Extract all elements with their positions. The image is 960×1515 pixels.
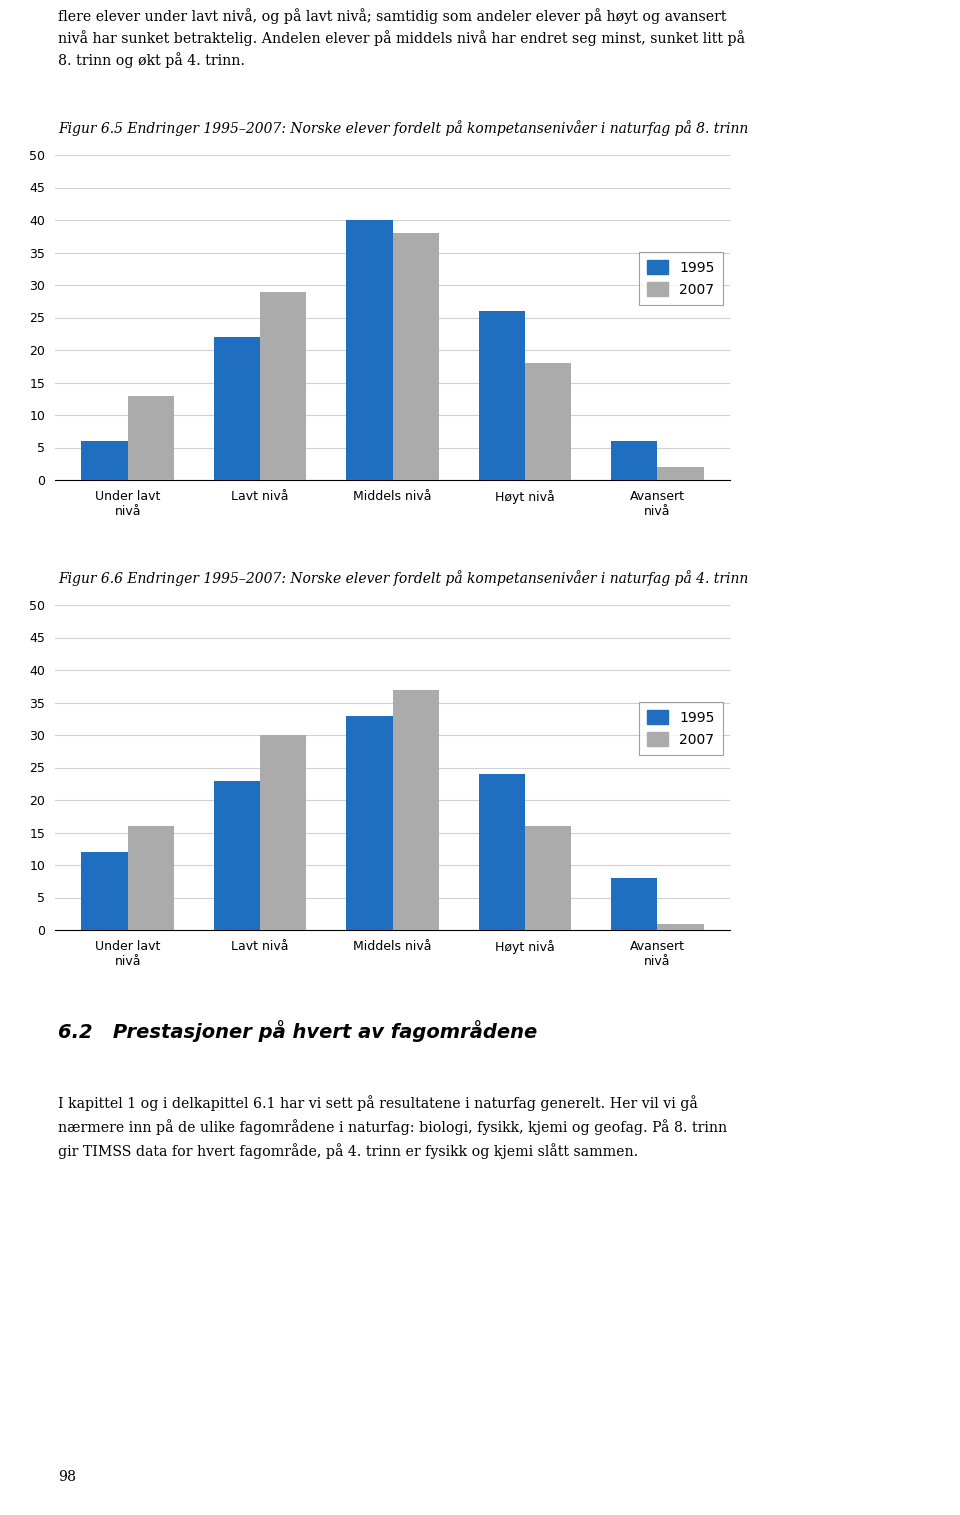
Text: 8. trinn og økt på 4. trinn.: 8. trinn og økt på 4. trinn. [58, 52, 245, 68]
Bar [347, 715, 393, 930]
Bar [260, 291, 306, 480]
Bar [260, 735, 306, 930]
Bar [478, 311, 525, 480]
Legend: 1995, 2007: 1995, 2007 [639, 701, 723, 754]
Text: 98: 98 [58, 1470, 76, 1485]
Bar [525, 364, 571, 480]
Text: Figur 6.5 Endringer 1995–2007: Norske elever fordelt på kompetansenivåer i natur: Figur 6.5 Endringer 1995–2007: Norske el… [58, 120, 748, 136]
Bar [82, 441, 128, 480]
Bar [347, 220, 393, 480]
Bar [478, 774, 525, 930]
Bar [611, 879, 658, 930]
Bar [82, 851, 128, 930]
Text: nærmere inn på de ulike fagområdene i naturfag: biologi, fysikk, kjemi og geofag: nærmere inn på de ulike fagområdene i na… [58, 1120, 727, 1135]
Bar [128, 826, 174, 930]
Bar [658, 467, 704, 480]
Legend: 1995, 2007: 1995, 2007 [639, 251, 723, 305]
Bar [611, 441, 658, 480]
Text: gir TIMSS data for hvert fagområde, på 4. trinn er fysikk og kjemi slått sammen.: gir TIMSS data for hvert fagområde, på 4… [58, 1142, 638, 1159]
Bar [214, 336, 260, 480]
Bar [393, 689, 439, 930]
Text: I kapittel 1 og i delkapittel 6.1 har vi sett på resultatene i naturfag generelt: I kapittel 1 og i delkapittel 6.1 har vi… [58, 1095, 698, 1110]
Bar [525, 826, 571, 930]
Bar [214, 780, 260, 930]
Bar [128, 395, 174, 480]
Text: Figur 6.6 Endringer 1995–2007: Norske elever fordelt på kompetansenivåer i natur: Figur 6.6 Endringer 1995–2007: Norske el… [58, 570, 748, 586]
Bar [658, 924, 704, 930]
Text: flere elever under lavt nivå, og på lavt nivå; samtidig som andeler elever på hø: flere elever under lavt nivå, og på lavt… [58, 8, 727, 24]
Bar [393, 233, 439, 480]
Text: 6.2   Prestasjoner på hvert av fagområdene: 6.2 Prestasjoner på hvert av fagområdene [58, 1020, 538, 1042]
Text: nivå har sunket betraktelig. Andelen elever på middels nivå har endret seg minst: nivå har sunket betraktelig. Andelen ele… [58, 30, 745, 45]
